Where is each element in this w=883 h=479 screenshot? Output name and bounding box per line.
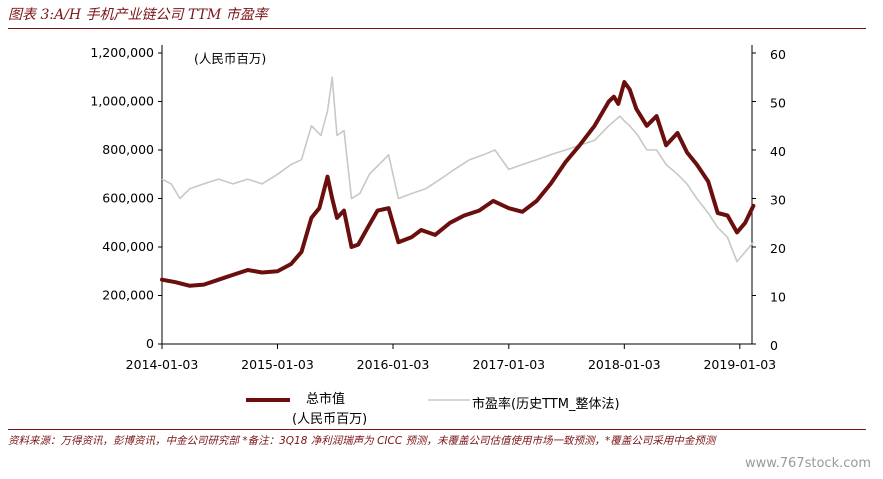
chart-title: 图表 3:A/H 手机产业链公司 TTM 市盈率 — [8, 7, 268, 23]
x-tick-label: 2018-01-03 — [588, 357, 661, 372]
source-note: 资料来源：万得资讯，彭博资讯，中金公司研究部 *备注：3Q18 净利润瑞声为 C… — [8, 435, 716, 447]
left-tick-label: 1,200,000 — [90, 45, 154, 60]
chart-svg: 0 200,000 400,000 600,000 800,000 1,000,000 1,… — [90, 45, 786, 425]
right-tick-label: 60 — [770, 47, 786, 62]
left-tick-label: 600,000 — [102, 191, 154, 206]
x-tick-label: 2015-01-03 — [241, 357, 314, 372]
left-tick-label: 1,000,000 — [90, 94, 154, 109]
x-tick-label: 2019-01-03 — [703, 357, 776, 372]
right-tick-label: 10 — [770, 290, 786, 305]
right-tick-label: 30 — [770, 193, 786, 208]
x-tick-label: 2016-01-03 — [357, 357, 430, 372]
left-tick-label: 0 — [146, 336, 154, 351]
x-tick-label: 2014-01-03 — [126, 357, 199, 372]
right-tick-label: 20 — [770, 241, 786, 256]
legend-market-cap-unit: (人民币百万) — [292, 412, 367, 425]
x-tick-label: 2017-01-03 — [472, 357, 545, 372]
market-cap-line — [160, 80, 756, 288]
unit-label: (人民币百万) — [194, 51, 266, 66]
legend-market-cap-label: 总市值 — [306, 391, 345, 407]
right-tick-label: 50 — [770, 96, 786, 111]
right-tick-label: 0 — [770, 338, 778, 353]
watermark: www.767stock.com — [744, 456, 871, 471]
left-tick-label: 400,000 — [102, 239, 154, 254]
left-tick-label: 800,000 — [102, 142, 154, 157]
footer-rule — [8, 429, 866, 430]
left-tick-label: 200,000 — [102, 288, 154, 303]
legend-pe-label: 市盈率(历史TTM_整体法) — [472, 396, 620, 412]
title-rule — [8, 28, 866, 29]
pe-ratio-line — [161, 76, 755, 263]
right-tick-label: 40 — [770, 144, 786, 159]
